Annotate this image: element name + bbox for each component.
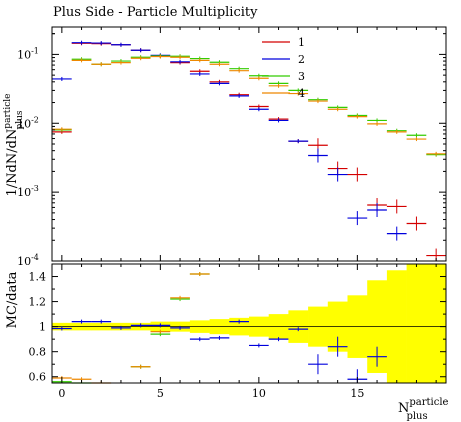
ratio-y-tick-label: 1.2 <box>29 296 47 309</box>
band-bin <box>406 264 427 383</box>
y-axis-label-superscript: particle <box>3 94 13 129</box>
ratio-y-tick-label: 1 <box>39 321 46 334</box>
y-tick-label: 10-4 <box>17 253 39 268</box>
x-tick-label: 0 <box>58 387 65 400</box>
ratio-y-tick-label: 0.6 <box>29 371 47 384</box>
x-axis-label-main: N <box>398 401 409 416</box>
main-plot-marks <box>52 40 446 261</box>
x-axis-label: Nparticle plus <box>398 397 449 422</box>
main-plot-axes: 10-1 10-2 10-3 10-4 <box>17 27 446 268</box>
main-plot-panel: 10-1 10-2 10-3 10-4 <box>17 26 447 268</box>
y-axis-label-subscript: plus <box>15 110 25 129</box>
y-axis-label-ratio: MC/data <box>5 271 20 328</box>
ratio-y-tick-label: 0.8 <box>29 346 47 359</box>
legend-label-4: 4 <box>298 87 305 100</box>
y-tick-label: 10-3 <box>17 184 39 199</box>
x-tick-label: 5 <box>157 387 164 400</box>
data-uncertainty-band <box>52 264 447 383</box>
legend-label-2: 2 <box>298 53 305 66</box>
x-axis-label-superscript: particle <box>409 397 448 408</box>
y-tick-label: 10-2 <box>17 115 39 130</box>
y-axis-label-main: 1/NdN/dNparticle plus <box>3 94 25 197</box>
y-axis-label-fraction: dN/dN <box>5 129 20 173</box>
y-tick-label: 10-1 <box>17 46 39 61</box>
ratio-plot-frame <box>51 263 447 384</box>
chart-title: Plus Side - Particle Multiplicity <box>53 5 258 20</box>
series-3-markers <box>52 53 446 157</box>
band-bin <box>426 264 447 383</box>
legend-label-1: 1 <box>298 36 305 49</box>
series-1-markers <box>52 41 446 261</box>
x-axis-label-subscript: plus <box>406 411 427 422</box>
legend: 1 2 3 4 <box>262 36 305 100</box>
series-4-markers <box>52 54 446 156</box>
legend-label-3: 3 <box>298 70 305 83</box>
ratio-plot-axes: 0 5 10 15 0.6 0.8 1 1.2 1.4 <box>29 264 446 400</box>
ratio-plot-panel: 0 5 10 15 0.6 0.8 1 1.2 1.4 <box>29 263 447 400</box>
ratio-y-tick-label: 1.4 <box>29 271 47 284</box>
y-axis-label-prefix: 1/N <box>5 172 20 196</box>
main-plot-frame <box>51 26 447 262</box>
series-2-ratio-markers <box>52 319 387 383</box>
x-tick-label: 10 <box>252 387 266 400</box>
x-tick-label: 15 <box>350 387 364 400</box>
